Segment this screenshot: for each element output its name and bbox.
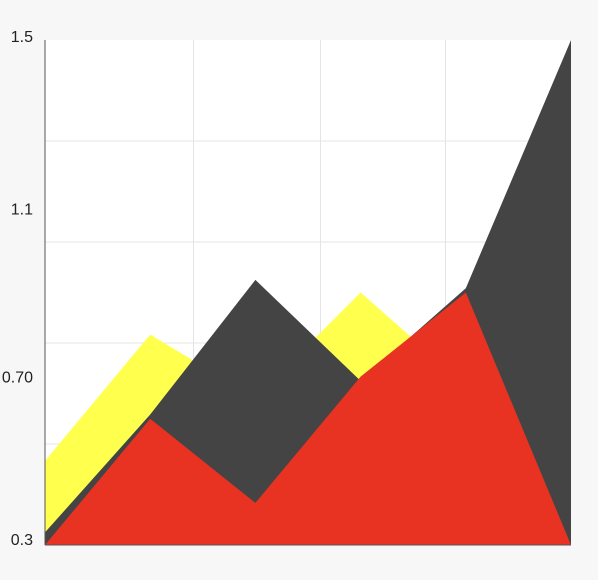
y-tick-labels: 1.5 1.1 0.70 0.3	[2, 29, 33, 549]
y-tick-label: 1.5	[11, 29, 33, 46]
y-tick-label: 0.3	[11, 532, 33, 549]
y-tick-label: 0.70	[2, 370, 33, 387]
area-series-3	[45, 292, 571, 545]
y-tick-label: 1.1	[11, 201, 33, 218]
axes	[44, 40, 571, 546]
area-series	[45, 40, 571, 545]
